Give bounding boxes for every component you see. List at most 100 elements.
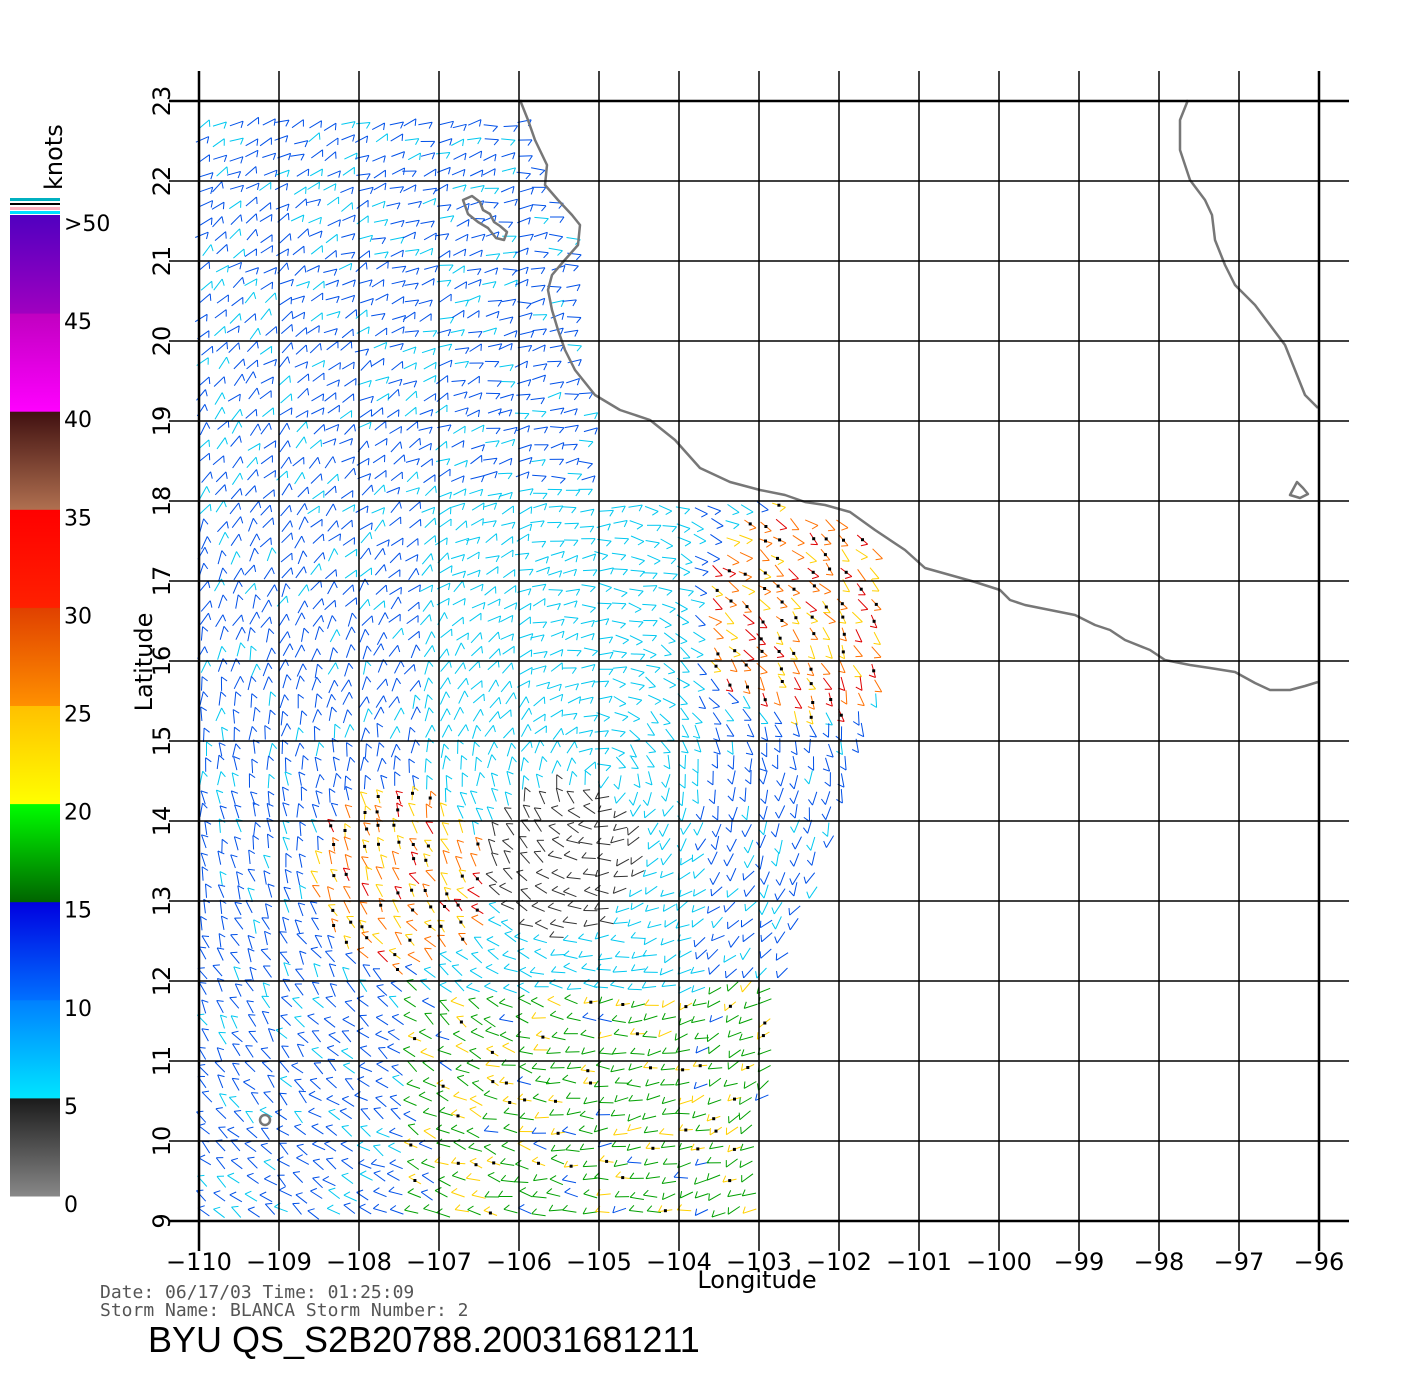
latitude-tick-label: 13 [148, 886, 176, 917]
legend-band [10, 803, 60, 903]
wind-barb [405, 487, 420, 495]
wind-barb [372, 1203, 387, 1213]
wind-barb [323, 328, 338, 336]
wind-barb [229, 156, 244, 164]
wind-barb [615, 634, 629, 645]
wind-barb [518, 444, 532, 452]
wind-barb [249, 533, 261, 547]
wind-barb [677, 967, 692, 975]
wind-barb [679, 588, 694, 597]
wind-barb [267, 883, 275, 898]
wind-barb [374, 420, 387, 431]
wind-barb [469, 169, 484, 177]
wind-barb [294, 140, 309, 148]
wind-barb [344, 548, 358, 558]
wind-barb [677, 871, 691, 881]
wind-barb [483, 124, 498, 132]
wind-barb [646, 1093, 661, 1101]
wind-barb [424, 485, 437, 497]
wind-barb [234, 901, 242, 916]
wind-barb [358, 979, 368, 992]
wind-barb [344, 569, 357, 579]
wind-barb [403, 664, 416, 675]
wind-barb [643, 808, 656, 819]
wind-barb [405, 219, 420, 227]
wind-barb [281, 483, 293, 496]
wind-barb [325, 1124, 338, 1136]
wind-barb [237, 885, 245, 900]
longitude-tick-label: −97 [1214, 1248, 1265, 1276]
wind-barb [582, 1012, 597, 1021]
wind-barb [809, 724, 817, 738]
wind-barb [627, 1114, 642, 1122]
wind-barb [298, 1090, 307, 1104]
wind-barb [662, 805, 674, 817]
wind-barb [231, 1205, 242, 1218]
wind-barb [363, 822, 371, 836]
wind-barb [727, 503, 740, 516]
wind-barb [563, 539, 579, 547]
wind-barb [614, 1190, 630, 1198]
wind-barb [840, 690, 848, 705]
wind-barb [580, 633, 595, 641]
wind-barb [452, 570, 466, 578]
wind-barb [499, 1076, 514, 1085]
wind-barb [711, 805, 719, 821]
wind-barb [562, 1074, 577, 1084]
wind-barb [564, 554, 579, 563]
wind-barb [358, 279, 373, 287]
wind-barb [675, 1063, 690, 1072]
wind-barb [229, 184, 244, 193]
wind-barb [268, 742, 278, 758]
wind-barb [583, 996, 598, 1004]
wind-barb [343, 1062, 355, 1074]
wind-barb [551, 966, 566, 974]
wind-barb [484, 360, 500, 368]
wind-barb [325, 233, 338, 244]
wind-barb [342, 214, 356, 223]
longitude-tick-label: −108 [326, 1248, 392, 1276]
wind-barb [599, 1155, 614, 1163]
wind-barb [455, 233, 469, 242]
wind-barb [534, 444, 549, 451]
wind-barb [266, 802, 274, 818]
wind-barb [708, 986, 722, 995]
wind-barb [361, 931, 373, 943]
wind-barb [323, 1016, 336, 1028]
wind-barb [520, 757, 529, 772]
wind-barb [342, 709, 353, 724]
wind-barb [613, 810, 627, 819]
wind-barb [660, 853, 672, 866]
wind-barb [643, 966, 658, 973]
wind-barb [549, 1010, 564, 1020]
wind-barb [581, 963, 596, 972]
wind-barb [380, 774, 388, 790]
wind-barb [218, 531, 229, 546]
wind-barb [548, 505, 564, 513]
wind-barb [280, 504, 292, 517]
wind-barb [661, 1000, 675, 1008]
wind-barb [360, 359, 373, 371]
wind-barb [514, 412, 530, 420]
wind-barb [451, 475, 465, 483]
wind-barb [388, 613, 401, 623]
wind-barb [409, 838, 418, 851]
wind-barb [406, 538, 419, 548]
wind-barb [410, 739, 420, 754]
wind-barb [452, 265, 465, 274]
wind-barb [610, 836, 625, 844]
wind-barb [806, 886, 818, 899]
wind-barb [247, 935, 255, 950]
wind-barb [263, 169, 278, 178]
wind-barb [422, 600, 434, 612]
wind-barb [295, 1192, 308, 1204]
wind-barb [792, 722, 800, 737]
wind-barb [611, 552, 627, 561]
wind-barb [461, 772, 469, 787]
wind-barb [776, 967, 788, 979]
wind-barb [345, 309, 358, 319]
wind-barb [232, 743, 241, 758]
wind-barb [627, 836, 640, 846]
wind-barb [533, 696, 546, 707]
wind-barb [675, 1107, 690, 1115]
